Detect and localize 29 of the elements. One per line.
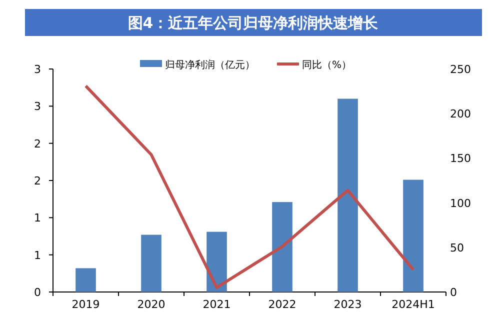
y2-tick-label: 100 bbox=[450, 196, 471, 210]
y-tick-label: 1 bbox=[34, 248, 41, 262]
bar bbox=[141, 234, 162, 292]
x-tick-label: 2024H1 bbox=[392, 298, 435, 311]
y-tick-label: 2 bbox=[34, 174, 41, 188]
bar bbox=[403, 180, 424, 292]
y-tick-label: 0 bbox=[34, 286, 41, 299]
chart-title: 图4：近五年公司归母净利润快速增长 bbox=[128, 14, 380, 32]
legend-label: 归母净利润（亿元） bbox=[165, 59, 255, 71]
x-tick-label: 2020 bbox=[137, 298, 166, 311]
y2-tick-label: 50 bbox=[450, 241, 464, 254]
bar bbox=[272, 202, 292, 292]
y2-tick-label: 250 bbox=[450, 63, 471, 76]
y2-tick-label: 200 bbox=[450, 108, 471, 121]
x-tick-label: 2022 bbox=[268, 298, 296, 311]
bar bbox=[338, 98, 358, 292]
y2-tick-label: 150 bbox=[450, 152, 471, 166]
bar bbox=[206, 232, 227, 292]
y2-tick-label: 0 bbox=[450, 286, 457, 299]
y-tick-label: 1 bbox=[34, 212, 41, 225]
line-series bbox=[84, 84, 415, 290]
x-tick-label: 2023 bbox=[334, 298, 362, 311]
bar bbox=[76, 268, 96, 292]
y-tick-label: 3 bbox=[34, 100, 41, 114]
y-tick-label: 2 bbox=[34, 137, 41, 150]
y-tick-label: 3 bbox=[34, 63, 41, 76]
legend-label: 同比（%） bbox=[302, 59, 352, 71]
x-tick-label: 2019 bbox=[72, 298, 100, 311]
x-tick-label: 2021 bbox=[202, 298, 231, 311]
